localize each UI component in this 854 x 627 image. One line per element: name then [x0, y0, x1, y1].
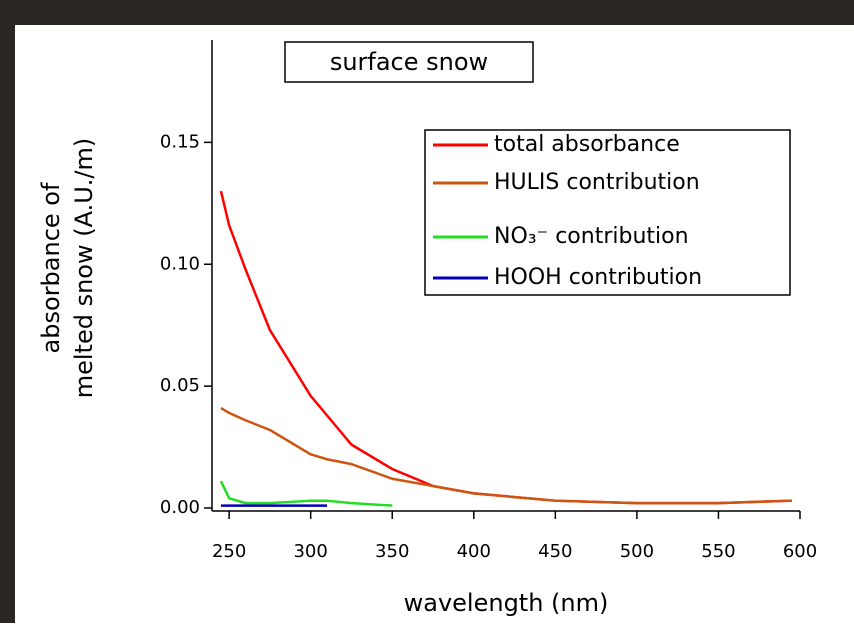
- y-axis-label: absorbance of: [37, 182, 65, 353]
- y-tick-label: 0.00: [160, 497, 200, 518]
- y-tick-label: 0.15: [160, 131, 200, 152]
- legend-box: [424, 129, 791, 296]
- x-tick-label: 250: [212, 541, 246, 562]
- legend-label: HULIS contribution: [494, 170, 700, 195]
- x-tick-label: 600: [783, 541, 817, 562]
- series-line: [219, 480, 393, 507]
- y-tick-label: 0.05: [160, 375, 200, 396]
- x-axis-label: wavelength (nm): [404, 589, 609, 617]
- x-tick-label: 550: [701, 541, 735, 562]
- legend-label: HOOH contribution: [494, 265, 702, 290]
- legend-label: NO₃⁻ contribution: [494, 224, 689, 249]
- y-tick-label: 0.10: [160, 253, 200, 274]
- x-tick-label: 300: [293, 541, 327, 562]
- x-tick-label: 350: [375, 541, 409, 562]
- x-tick-label: 400: [457, 541, 491, 562]
- series-line: [220, 406, 792, 505]
- x-tick-label: 500: [620, 541, 654, 562]
- legend-label: total absorbance: [494, 132, 680, 157]
- chart-panel: [15, 25, 854, 623]
- x-tick-label: 450: [538, 541, 572, 562]
- chart-title: surface snow: [330, 48, 488, 76]
- title-box: [284, 41, 534, 83]
- y-axis-label: melted snow (A.U./m): [70, 138, 98, 399]
